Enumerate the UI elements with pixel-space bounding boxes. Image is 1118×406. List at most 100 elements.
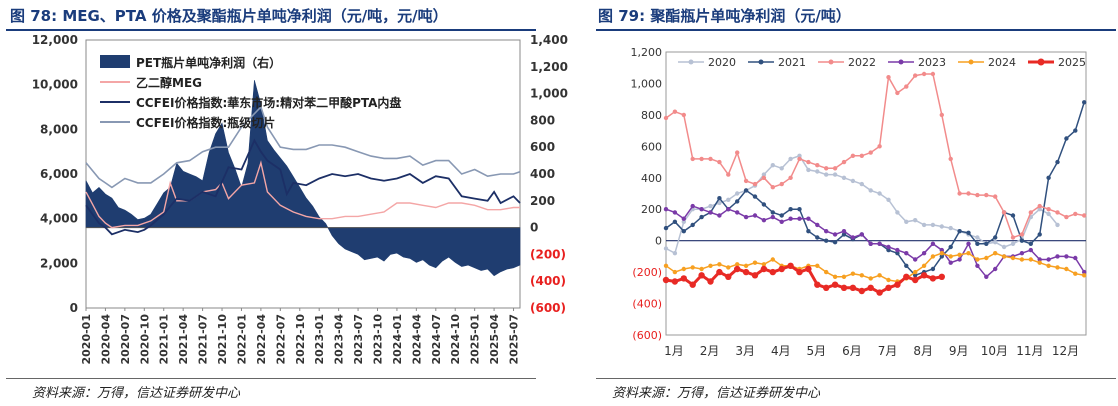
series-2024-point <box>850 271 856 276</box>
series-2022-point <box>726 172 731 177</box>
series-2023-point <box>886 244 891 250</box>
series-2020-point <box>859 181 864 187</box>
series-2021-point <box>717 196 722 201</box>
series-2021-point <box>984 241 989 246</box>
series-pet-area <box>85 80 521 277</box>
series-2025-point <box>734 265 741 273</box>
series-2023-point <box>939 247 944 253</box>
x-axis-tick-label: 7月 <box>878 344 898 358</box>
series-2022-point <box>832 166 838 171</box>
series-2025-point <box>894 281 901 288</box>
series-2022-line <box>665 73 1085 239</box>
series-2025-point <box>867 284 874 291</box>
legend-marker-2021 <box>758 59 764 65</box>
series-2024-point <box>993 251 998 256</box>
series-2024-point <box>717 262 722 267</box>
series-2024-point <box>1037 260 1042 265</box>
series-2022-point <box>824 166 829 171</box>
series-2021-point <box>735 199 740 204</box>
right-axis-tick-label: 400 <box>530 167 555 181</box>
series-2023-point <box>824 229 829 234</box>
legend-marker-2020 <box>688 59 694 65</box>
series-2022-point <box>850 153 856 158</box>
series-2025-point <box>707 278 714 285</box>
y-axis-tick-label: 0 <box>655 235 662 248</box>
series-2022-point <box>1037 203 1042 209</box>
x-axis-tick-label: 2022-04 <box>255 314 268 365</box>
series-2021-point <box>663 225 669 231</box>
series-2023-point <box>841 229 847 234</box>
series-2022-point <box>904 84 909 89</box>
x-axis-tick-label: 2021-01 <box>158 314 171 365</box>
x-axis-tick-label: 2024-01 <box>391 314 404 365</box>
series-2022-point <box>681 112 686 118</box>
series-2020-point <box>868 188 873 193</box>
series-2023-point <box>788 216 793 221</box>
series-2023-point <box>895 247 900 253</box>
figure-78-source: 资料来源：万得，信达证券研发中心 <box>32 386 241 401</box>
series-2021-point <box>1082 100 1087 105</box>
series-2023-point <box>663 207 669 212</box>
series-2020-point <box>1055 222 1060 228</box>
right-axis-tick-label: 1,200 <box>530 60 568 74</box>
series-2022-point <box>1046 207 1051 212</box>
x-axis-tick-label: 2022-10 <box>294 314 307 365</box>
series-2024-point <box>735 262 740 267</box>
series-2022-point <box>788 175 793 180</box>
series-2023-point <box>966 241 971 246</box>
series-2021-point <box>939 254 944 259</box>
series-2021-point <box>779 213 784 218</box>
series-2021-point <box>895 251 900 256</box>
legend-label-pet: PET瓶片单吨净利润（右） <box>136 55 281 70</box>
series-2022-point <box>921 71 927 77</box>
series-2020-point <box>824 172 829 177</box>
series-2023-point <box>948 260 953 265</box>
series-2020-point <box>726 197 731 202</box>
series-2024-point <box>939 251 944 256</box>
series-2022-point <box>672 109 678 114</box>
series-2020-point <box>1037 207 1042 212</box>
series-2023-point <box>743 214 749 220</box>
series-2020-point <box>663 246 669 251</box>
x-axis-tick-label: 2020-04 <box>99 314 112 365</box>
series-2022-point <box>815 163 820 168</box>
series-2025-point <box>671 278 679 285</box>
legend-marker-2022 <box>828 59 834 65</box>
series-2025-point <box>814 281 821 288</box>
series-2021-point <box>1037 232 1042 237</box>
series-2022-point <box>717 159 722 165</box>
series-2023-point <box>1073 255 1078 261</box>
series-2024-point <box>681 266 686 272</box>
series-2021-point <box>957 229 962 234</box>
series-2020-point <box>948 225 953 231</box>
x-axis-tick-label: 2020-07 <box>119 314 132 365</box>
series-2022-point <box>939 112 944 118</box>
legend-marker-2024 <box>968 59 974 65</box>
series-2022-point <box>690 156 695 162</box>
left-axis-tick-label: 12,000 <box>32 33 78 47</box>
right-axis-tick-label: (200) <box>530 247 566 261</box>
right-axis-tick-label: (400) <box>530 274 566 288</box>
series-2020-point <box>672 251 678 256</box>
series-2024-point <box>886 277 891 283</box>
series-2024-point <box>1082 273 1087 278</box>
series-2020-point <box>1010 241 1016 246</box>
left-axis-tick-label: 10,000 <box>32 78 78 92</box>
series-2025-point <box>725 273 732 280</box>
series-2023-point <box>717 213 722 218</box>
series-2022-point <box>1028 210 1033 215</box>
x-axis-tick-label: 2020-10 <box>138 314 151 365</box>
series-2024-point <box>708 263 713 268</box>
series-2021-point <box>1064 136 1069 141</box>
left-axis-tick-label: 2,000 <box>40 256 78 270</box>
x-axis-tick-label: 2024-07 <box>430 314 443 365</box>
legend-label-2023: 2023 <box>918 56 946 69</box>
series-2023-point <box>1037 257 1042 262</box>
series-2023-point <box>832 232 838 237</box>
series-2021-point <box>797 207 802 212</box>
series-2023-point <box>761 218 767 223</box>
series-2025-point <box>912 276 919 284</box>
series-2023-point <box>859 232 864 237</box>
series-2020-point <box>832 172 838 177</box>
series-2023-point <box>921 251 927 256</box>
